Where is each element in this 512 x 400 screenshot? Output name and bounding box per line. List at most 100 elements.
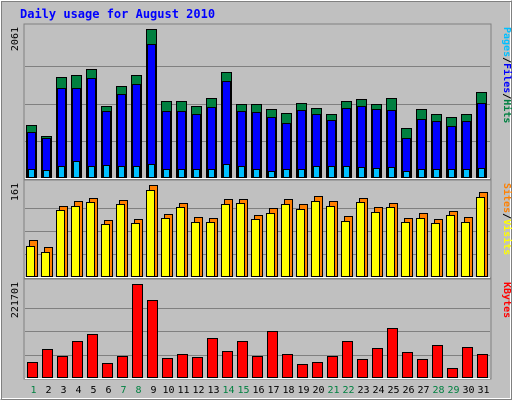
y-axis-max-label: 161 bbox=[10, 183, 21, 201]
bar-files-9 bbox=[147, 44, 156, 178]
x-tick-label-28: 28 bbox=[432, 385, 444, 396]
bar-pages-14 bbox=[223, 164, 230, 178]
bar-pages-28 bbox=[433, 169, 440, 178]
x-tick-label-10: 10 bbox=[162, 385, 174, 396]
bar-files-19 bbox=[297, 110, 306, 178]
bar-pages-18 bbox=[283, 169, 290, 178]
bar-kbytes-3 bbox=[57, 356, 68, 378]
bar-sites-13 bbox=[206, 222, 215, 277]
x-tick-label-26: 26 bbox=[402, 385, 414, 396]
bar-kbytes-13 bbox=[207, 338, 218, 378]
x-tick-label-14: 14 bbox=[222, 385, 234, 396]
bar-sites-24 bbox=[371, 212, 380, 277]
x-tick-label-13: 13 bbox=[207, 385, 219, 396]
bar-files-8 bbox=[132, 84, 141, 178]
bar-kbytes-19 bbox=[297, 364, 308, 378]
bar-kbytes-30 bbox=[462, 347, 473, 378]
bar-kbytes-23 bbox=[357, 359, 368, 378]
bar-pages-27 bbox=[418, 169, 425, 178]
x-tick-label-15: 15 bbox=[237, 385, 249, 396]
legend-entry: Hits bbox=[501, 99, 512, 123]
bar-pages-3 bbox=[58, 166, 65, 178]
bar-pages-15 bbox=[238, 166, 245, 178]
bar-pages-19 bbox=[298, 169, 305, 178]
y-axis-max-label: 2061 bbox=[10, 27, 21, 51]
bar-pages-1 bbox=[28, 169, 35, 178]
x-axis-labels: 1 2 3 4 5 6 7 8 9 10 11 12 13 14 15 16 17 18 19 20 21 22 23 24 2… bbox=[30, 385, 489, 396]
bar-files-13 bbox=[207, 107, 216, 178]
panel-top: 2061 Pages/Files/Hits bbox=[10, 23, 512, 180]
bar-sites-7 bbox=[116, 204, 125, 277]
bar-kbytes-8 bbox=[132, 284, 143, 378]
bar-sites-19 bbox=[296, 209, 305, 277]
x-tick-label-23: 23 bbox=[357, 385, 369, 396]
bar-pages-6 bbox=[103, 165, 110, 178]
bar-sites-17 bbox=[266, 213, 275, 277]
bar-sites-4 bbox=[71, 206, 80, 277]
bar-kbytes-28 bbox=[432, 345, 443, 378]
bar-sites-14 bbox=[221, 204, 230, 277]
bar-pages-30 bbox=[463, 169, 470, 178]
bar-pages-13 bbox=[208, 169, 215, 178]
x-tick-label-18: 18 bbox=[282, 385, 294, 396]
chart-title: Daily usage for August 2010 bbox=[20, 7, 215, 21]
series-pages bbox=[28, 161, 485, 178]
bar-sites-3 bbox=[56, 210, 65, 277]
bar-sites-18 bbox=[281, 204, 290, 277]
bar-kbytes-14 bbox=[222, 351, 233, 378]
x-tick-label-8: 8 bbox=[135, 385, 141, 396]
bar-files-5 bbox=[87, 78, 96, 178]
bar-sites-10 bbox=[161, 218, 170, 277]
legend-entry: / bbox=[501, 213, 512, 219]
legend-entry: / bbox=[501, 93, 512, 99]
bar-kbytes-31 bbox=[477, 354, 488, 378]
bar-files-3 bbox=[57, 88, 66, 178]
bar-files-7 bbox=[117, 94, 126, 178]
bar-sites-26 bbox=[401, 222, 410, 277]
bar-kbytes-15 bbox=[237, 341, 248, 378]
bar-files-10 bbox=[162, 111, 171, 178]
bar-files-16 bbox=[252, 112, 261, 178]
x-tick-label-4: 4 bbox=[75, 385, 81, 396]
bar-kbytes-7 bbox=[117, 356, 128, 378]
series-files bbox=[27, 44, 486, 178]
bar-sites-27 bbox=[416, 218, 425, 277]
x-tick-label-11: 11 bbox=[177, 385, 189, 396]
x-tick-label-6: 6 bbox=[105, 385, 111, 396]
bar-pages-24 bbox=[373, 168, 380, 178]
bar-kbytes-10 bbox=[162, 358, 173, 378]
bar-sites-16 bbox=[251, 219, 260, 277]
legend-entry: Files bbox=[501, 63, 512, 93]
legend-entry: / bbox=[501, 57, 512, 63]
bar-sites-21 bbox=[326, 206, 335, 277]
series-kbytes bbox=[27, 284, 488, 378]
legend-entry: KBytes bbox=[501, 282, 512, 318]
bar-kbytes-25 bbox=[387, 328, 398, 378]
bar-pages-11 bbox=[178, 169, 185, 178]
bar-files-14 bbox=[222, 81, 231, 178]
bar-kbytes-26 bbox=[402, 352, 413, 378]
x-tick-label-25: 25 bbox=[387, 385, 399, 396]
x-tick-label-5: 5 bbox=[90, 385, 96, 396]
legend-bottom: KBytes bbox=[501, 282, 512, 318]
bar-pages-21 bbox=[328, 166, 335, 178]
bar-kbytes-12 bbox=[192, 357, 203, 378]
bar-pages-8 bbox=[133, 166, 140, 178]
bar-kbytes-22 bbox=[342, 341, 353, 378]
bar-sites-30 bbox=[461, 222, 470, 277]
bar-pages-29 bbox=[448, 169, 455, 178]
x-tick-label-30: 30 bbox=[462, 385, 474, 396]
bar-pages-22 bbox=[343, 166, 350, 178]
bar-pages-20 bbox=[313, 166, 320, 178]
bar-sites-15 bbox=[236, 203, 245, 277]
bar-files-11 bbox=[177, 111, 186, 178]
x-tick-label-24: 24 bbox=[372, 385, 384, 396]
bar-sites-29 bbox=[446, 215, 455, 277]
bar-kbytes-17 bbox=[267, 331, 278, 378]
x-tick-label-19: 19 bbox=[297, 385, 309, 396]
bar-sites-1 bbox=[26, 246, 35, 277]
bar-pages-2 bbox=[43, 170, 50, 178]
